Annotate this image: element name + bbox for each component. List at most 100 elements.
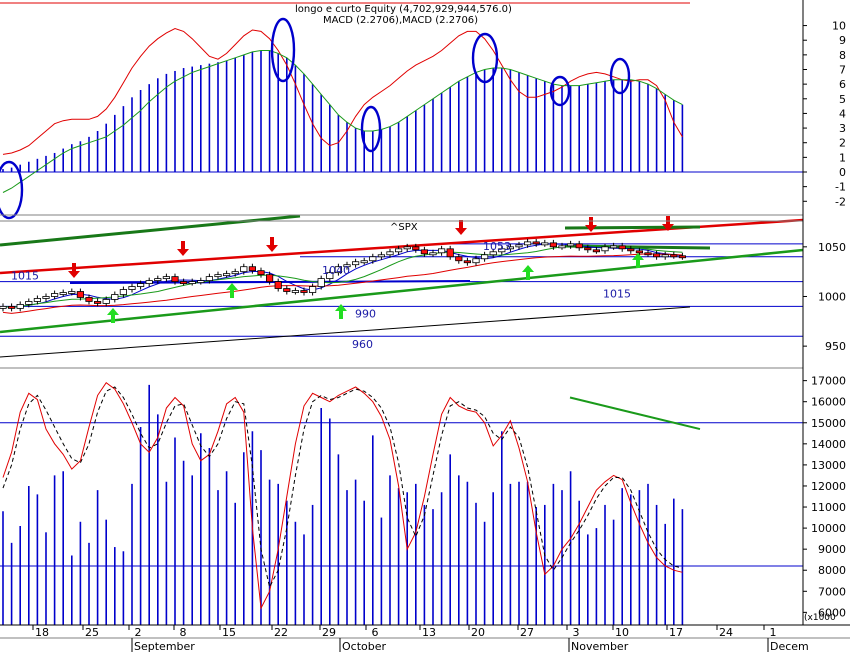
candle-down xyxy=(635,250,644,254)
macd-y-tick-label: 5 xyxy=(839,93,846,106)
x-day-label: 29 xyxy=(322,626,336,639)
candle-down xyxy=(257,270,265,276)
candle-up xyxy=(489,251,497,256)
candle-up xyxy=(33,298,42,302)
candle-up xyxy=(222,273,231,277)
x-day-label: 3 xyxy=(573,626,580,639)
price-annotations: ^SPX 1053 1040 1015 990 960 1015 xyxy=(11,222,631,351)
candle-down xyxy=(76,291,84,298)
stoch-y-tick-label: 11000 xyxy=(811,501,846,514)
volume-unit-label: (x1000 xyxy=(804,613,836,623)
candle-up xyxy=(369,256,377,262)
candle-up xyxy=(360,260,368,264)
price-level-label: 1053 xyxy=(483,240,511,253)
candle-up xyxy=(524,241,532,246)
candle-up xyxy=(343,264,351,268)
macd-y-tick-label: 6 xyxy=(839,78,846,91)
stoch-y-tick-label: 8000 xyxy=(818,564,846,577)
stoch-y-tick-label: 12000 xyxy=(811,480,846,493)
macd-panel xyxy=(0,2,803,220)
candle-up xyxy=(326,272,334,280)
candle-down xyxy=(446,248,454,258)
x-month-label: October xyxy=(342,640,386,652)
candle-down xyxy=(532,241,540,245)
candle-up xyxy=(197,280,205,283)
candle-up xyxy=(661,254,669,258)
candle-up xyxy=(205,276,213,281)
buy-arrow-icon xyxy=(632,253,644,268)
candle-up xyxy=(437,248,446,254)
annotation-circle xyxy=(270,17,296,83)
price-y-tick-label: 950 xyxy=(825,340,846,353)
candle-up xyxy=(498,248,506,253)
candle-down xyxy=(455,256,463,262)
candle-up xyxy=(111,294,119,300)
candle-down xyxy=(575,243,583,249)
candle-up xyxy=(42,296,50,299)
candle-up xyxy=(214,274,222,278)
candle-up xyxy=(16,304,24,309)
candle-down xyxy=(274,281,282,289)
x-day-label: 1 xyxy=(770,626,777,639)
x-day-label: 25 xyxy=(85,626,99,639)
candle-up xyxy=(102,299,110,304)
annotation-circle xyxy=(471,32,499,84)
x-day-label: 27 xyxy=(520,626,534,639)
candle-down xyxy=(549,242,558,248)
stoch-y-tick-label: 9000 xyxy=(818,543,846,556)
candle-up xyxy=(558,245,566,249)
price-panel: ^SPX 1053 1040 1015 990 960 1015 xyxy=(0,214,804,358)
macd-y-tick-label: -2 xyxy=(835,195,846,208)
header-title: longo e curto Equity (4,702,929,944,576.… xyxy=(295,4,512,15)
header-text: longo e curto Equity (4,702,929,944,576.… xyxy=(295,4,512,26)
candle-up xyxy=(68,291,76,294)
candle-up xyxy=(351,261,360,266)
x-day-label: 2 xyxy=(135,626,142,639)
candle-up xyxy=(386,251,394,256)
macd-y-tick-label: 7 xyxy=(839,64,846,77)
candle-down xyxy=(94,301,102,304)
candle-up xyxy=(515,244,523,248)
buy-arrow-icon xyxy=(522,265,534,280)
sell-arrow-icon xyxy=(177,241,189,256)
candle-down xyxy=(644,252,652,256)
candle-down xyxy=(283,288,291,292)
price-level-label: 1015 xyxy=(11,270,39,283)
annotation-circle xyxy=(549,75,571,107)
price-level-label: 990 xyxy=(355,307,376,320)
stoch-y-tick-label: 6000 xyxy=(818,606,846,619)
stoch-y-tick-label: 17000 xyxy=(811,375,846,388)
header-macd-legend: MACD (2.2706),MACD (2.2706) xyxy=(323,15,478,26)
candle-up xyxy=(145,280,153,284)
sell-arrow-icon xyxy=(68,263,80,278)
macd-y-tick-label: 0 xyxy=(839,166,846,179)
macd-series-line-0 xyxy=(2,27,683,155)
trendline-short-top xyxy=(564,225,701,230)
macd-y-tick-label: 10 xyxy=(832,20,846,33)
candle-up xyxy=(429,252,437,256)
macd-y-tick-label: 1 xyxy=(839,151,846,164)
candle-down xyxy=(7,306,16,309)
candle-up xyxy=(162,276,170,280)
candle-up xyxy=(377,254,386,258)
candle-up xyxy=(317,278,325,287)
candle-down xyxy=(248,266,256,272)
sell-arrow-icon xyxy=(662,216,674,231)
price-level-label: 960 xyxy=(352,338,373,351)
candle-down xyxy=(265,274,274,282)
price-arrows xyxy=(68,216,674,323)
candle-down xyxy=(678,255,687,259)
sell-arrow-icon xyxy=(266,237,278,252)
stoch-y-tick-label: 15000 xyxy=(811,417,846,430)
candle-down xyxy=(179,281,188,284)
stoch-y-tick-label: 10000 xyxy=(811,522,846,535)
stoch-line-0 xyxy=(2,381,683,610)
y-axes: 109876543210-1-2105010009501700016000150… xyxy=(803,20,846,619)
candle-down xyxy=(85,297,93,302)
x-month-label: November xyxy=(571,640,629,652)
candle-down xyxy=(412,246,420,251)
price-level-label: 1040 xyxy=(322,264,350,277)
x-day-label: 22 xyxy=(274,626,288,639)
macd-y-tick-label: 8 xyxy=(839,49,846,62)
candle-up xyxy=(610,245,618,249)
